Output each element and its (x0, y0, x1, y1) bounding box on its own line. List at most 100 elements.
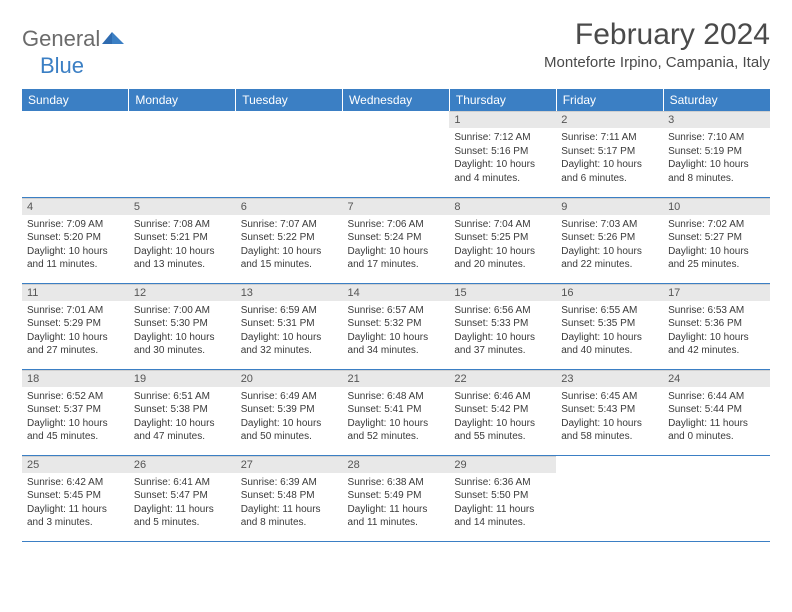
title-block: February 2024 Monteforte Irpino, Campani… (544, 18, 770, 71)
day-number: 8 (449, 198, 556, 215)
daylight-line: Daylight: 11 hours and 11 minutes. (348, 503, 445, 530)
calendar-row: 1Sunrise: 7:12 AMSunset: 5:16 PMDaylight… (22, 111, 770, 197)
calendar-day: 9Sunrise: 7:03 AMSunset: 5:26 PMDaylight… (556, 197, 663, 283)
day-body: Sunrise: 6:59 AMSunset: 5:31 PMDaylight:… (236, 301, 343, 360)
day-number: 1 (449, 111, 556, 128)
calendar-day: 10Sunrise: 7:02 AMSunset: 5:27 PMDayligh… (663, 197, 770, 283)
calendar-day: 27Sunrise: 6:39 AMSunset: 5:48 PMDayligh… (236, 455, 343, 541)
calendar-day: 8Sunrise: 7:04 AMSunset: 5:25 PMDaylight… (449, 197, 556, 283)
calendar-day: 4Sunrise: 7:09 AMSunset: 5:20 PMDaylight… (22, 197, 129, 283)
sunset-line: Sunset: 5:42 PM (454, 403, 551, 417)
day-body: Sunrise: 7:11 AMSunset: 5:17 PMDaylight:… (556, 128, 663, 187)
sunset-line: Sunset: 5:27 PM (668, 231, 765, 245)
daylight-line: Daylight: 10 hours and 42 minutes. (668, 331, 765, 358)
calendar-day: 23Sunrise: 6:45 AMSunset: 5:43 PMDayligh… (556, 369, 663, 455)
sunrise-line: Sunrise: 6:36 AM (454, 476, 551, 490)
day-body: Sunrise: 7:09 AMSunset: 5:20 PMDaylight:… (22, 215, 129, 274)
sunset-line: Sunset: 5:29 PM (27, 317, 124, 331)
calendar-day: 7Sunrise: 7:06 AMSunset: 5:24 PMDaylight… (343, 197, 450, 283)
day-number: 29 (449, 456, 556, 473)
sunrise-line: Sunrise: 7:07 AM (241, 218, 338, 232)
sunset-line: Sunset: 5:36 PM (668, 317, 765, 331)
sunrise-line: Sunrise: 7:10 AM (668, 131, 765, 145)
weekday-header: Saturday (663, 89, 770, 111)
sunset-line: Sunset: 5:41 PM (348, 403, 445, 417)
day-body: Sunrise: 7:12 AMSunset: 5:16 PMDaylight:… (449, 128, 556, 187)
day-body: Sunrise: 6:53 AMSunset: 5:36 PMDaylight:… (663, 301, 770, 360)
sunrise-line: Sunrise: 6:48 AM (348, 390, 445, 404)
day-body: Sunrise: 6:45 AMSunset: 5:43 PMDaylight:… (556, 387, 663, 446)
sunset-line: Sunset: 5:16 PM (454, 145, 551, 159)
sunset-line: Sunset: 5:50 PM (454, 489, 551, 503)
day-number: 27 (236, 456, 343, 473)
calendar-day: 24Sunrise: 6:44 AMSunset: 5:44 PMDayligh… (663, 369, 770, 455)
day-body: Sunrise: 6:56 AMSunset: 5:33 PMDaylight:… (449, 301, 556, 360)
daylight-line: Daylight: 10 hours and 52 minutes. (348, 417, 445, 444)
day-number: 3 (663, 111, 770, 128)
calendar-head: SundayMondayTuesdayWednesdayThursdayFrid… (22, 89, 770, 111)
sunset-line: Sunset: 5:19 PM (668, 145, 765, 159)
sunrise-line: Sunrise: 6:51 AM (134, 390, 231, 404)
calendar-empty (663, 455, 770, 541)
sunset-line: Sunset: 5:33 PM (454, 317, 551, 331)
calendar-empty (129, 111, 236, 197)
daylight-line: Daylight: 10 hours and 58 minutes. (561, 417, 658, 444)
sunset-line: Sunset: 5:26 PM (561, 231, 658, 245)
sunset-line: Sunset: 5:30 PM (134, 317, 231, 331)
day-number: 13 (236, 284, 343, 301)
daylight-line: Daylight: 10 hours and 8 minutes. (668, 158, 765, 185)
day-number: 28 (343, 456, 450, 473)
calendar-day: 26Sunrise: 6:41 AMSunset: 5:47 PMDayligh… (129, 455, 236, 541)
day-number: 17 (663, 284, 770, 301)
day-body: Sunrise: 7:03 AMSunset: 5:26 PMDaylight:… (556, 215, 663, 274)
calendar-day: 11Sunrise: 7:01 AMSunset: 5:29 PMDayligh… (22, 283, 129, 369)
calendar-body: 1Sunrise: 7:12 AMSunset: 5:16 PMDaylight… (22, 111, 770, 541)
daylight-line: Daylight: 11 hours and 3 minutes. (27, 503, 124, 530)
sunrise-line: Sunrise: 6:53 AM (668, 304, 765, 318)
weekday-header: Tuesday (236, 89, 343, 111)
day-body: Sunrise: 6:52 AMSunset: 5:37 PMDaylight:… (22, 387, 129, 446)
calendar-day: 5Sunrise: 7:08 AMSunset: 5:21 PMDaylight… (129, 197, 236, 283)
calendar-day: 16Sunrise: 6:55 AMSunset: 5:35 PMDayligh… (556, 283, 663, 369)
daylight-line: Daylight: 10 hours and 34 minutes. (348, 331, 445, 358)
day-body: Sunrise: 6:49 AMSunset: 5:39 PMDaylight:… (236, 387, 343, 446)
daylight-line: Daylight: 10 hours and 25 minutes. (668, 245, 765, 272)
day-number: 4 (22, 198, 129, 215)
calendar-day: 3Sunrise: 7:10 AMSunset: 5:19 PMDaylight… (663, 111, 770, 197)
sunrise-line: Sunrise: 6:57 AM (348, 304, 445, 318)
calendar-day: 19Sunrise: 6:51 AMSunset: 5:38 PMDayligh… (129, 369, 236, 455)
sunrise-line: Sunrise: 7:01 AM (27, 304, 124, 318)
day-body: Sunrise: 6:44 AMSunset: 5:44 PMDaylight:… (663, 387, 770, 446)
calendar-day: 25Sunrise: 6:42 AMSunset: 5:45 PMDayligh… (22, 455, 129, 541)
brand-part1: General (22, 26, 100, 52)
day-body: Sunrise: 7:10 AMSunset: 5:19 PMDaylight:… (663, 128, 770, 187)
day-number: 2 (556, 111, 663, 128)
sunrise-line: Sunrise: 6:55 AM (561, 304, 658, 318)
sunrise-line: Sunrise: 6:49 AM (241, 390, 338, 404)
day-number: 26 (129, 456, 236, 473)
calendar-day: 28Sunrise: 6:38 AMSunset: 5:49 PMDayligh… (343, 455, 450, 541)
calendar-empty (556, 455, 663, 541)
day-number: 14 (343, 284, 450, 301)
daylight-line: Daylight: 11 hours and 8 minutes. (241, 503, 338, 530)
daylight-line: Daylight: 10 hours and 15 minutes. (241, 245, 338, 272)
day-number: 22 (449, 370, 556, 387)
calendar-day: 18Sunrise: 6:52 AMSunset: 5:37 PMDayligh… (22, 369, 129, 455)
sunset-line: Sunset: 5:47 PM (134, 489, 231, 503)
sunset-line: Sunset: 5:22 PM (241, 231, 338, 245)
day-body: Sunrise: 6:38 AMSunset: 5:49 PMDaylight:… (343, 473, 450, 532)
calendar-empty (236, 111, 343, 197)
day-body: Sunrise: 6:46 AMSunset: 5:42 PMDaylight:… (449, 387, 556, 446)
calendar-day: 1Sunrise: 7:12 AMSunset: 5:16 PMDaylight… (449, 111, 556, 197)
sunrise-line: Sunrise: 7:12 AM (454, 131, 551, 145)
sunrise-line: Sunrise: 7:09 AM (27, 218, 124, 232)
daylight-line: Daylight: 11 hours and 14 minutes. (454, 503, 551, 530)
day-body: Sunrise: 6:57 AMSunset: 5:32 PMDaylight:… (343, 301, 450, 360)
calendar-day: 20Sunrise: 6:49 AMSunset: 5:39 PMDayligh… (236, 369, 343, 455)
daylight-line: Daylight: 10 hours and 55 minutes. (454, 417, 551, 444)
calendar-row: 4Sunrise: 7:09 AMSunset: 5:20 PMDaylight… (22, 197, 770, 283)
day-number: 15 (449, 284, 556, 301)
calendar-day: 29 Sunrise: 6:36 AMSunset: 5:50 PMDayligh… (449, 455, 556, 541)
calendar-day: 21Sunrise: 6:48 AMSunset: 5:41 PMDayligh… (343, 369, 450, 455)
sunrise-line: Sunrise: 7:03 AM (561, 218, 658, 232)
